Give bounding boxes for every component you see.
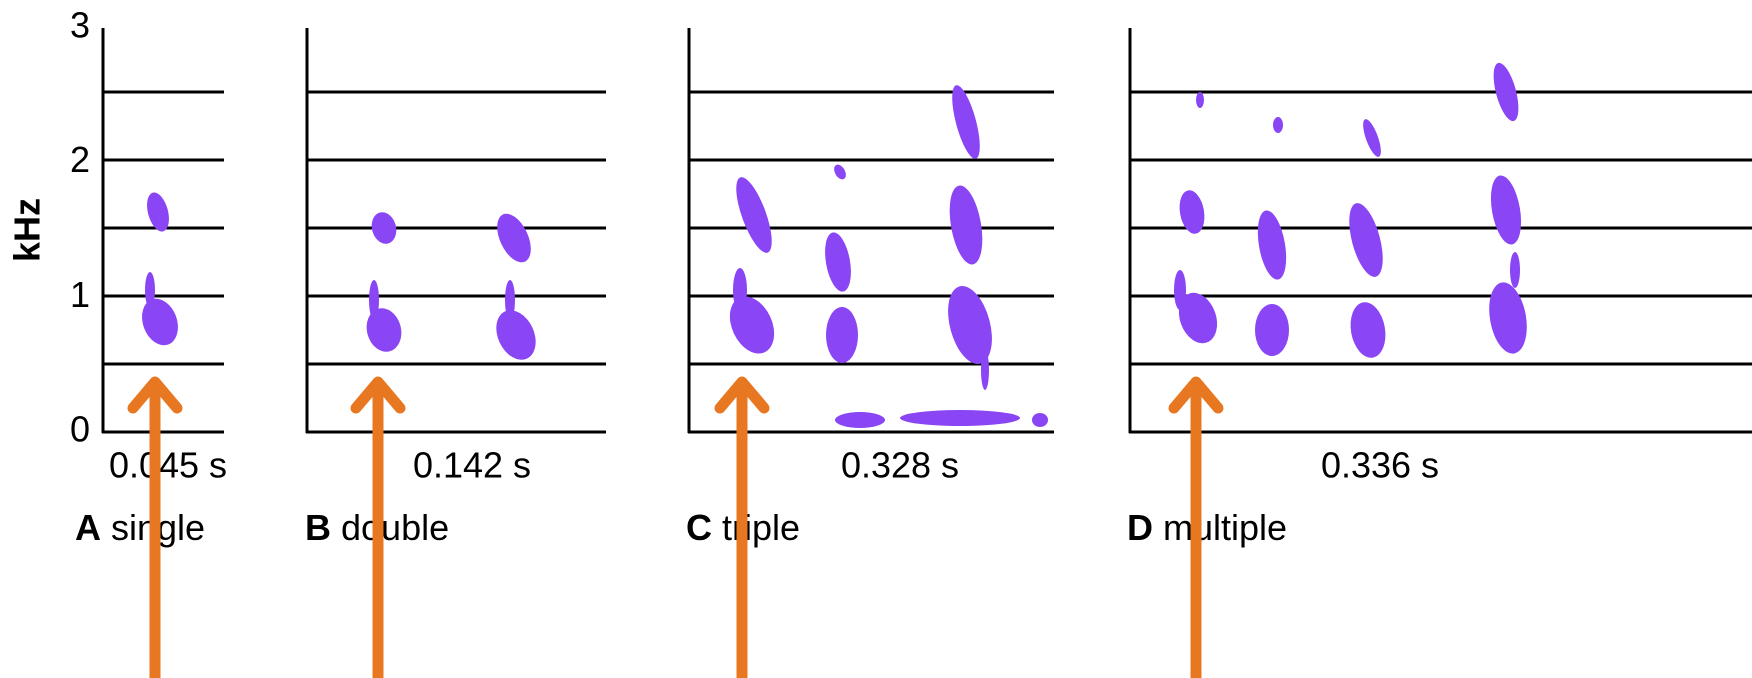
panel-letter: A: [75, 507, 101, 548]
duration-label: 0.142 s: [413, 445, 531, 486]
spectrogram-blob: [1273, 117, 1283, 133]
spectrogram-blob: [505, 280, 515, 320]
spectrogram-blob: [1032, 413, 1048, 427]
spectrogram-blob: [834, 164, 846, 180]
panel-name: multiple: [1163, 507, 1287, 548]
spectrogram-blob: [1489, 282, 1527, 354]
spectrogram-blob: [1196, 92, 1204, 108]
spectrogram-blob: [952, 85, 980, 159]
duration-label: 0.328 s: [841, 445, 959, 486]
y-tick-label: 3: [70, 5, 90, 46]
panel-name: triple: [722, 507, 800, 548]
spectrogram-blob: [145, 272, 155, 308]
arrow-head: [350, 376, 406, 414]
y-tick-label: 2: [70, 139, 90, 180]
spectrogram-blob: [981, 350, 989, 390]
spectrogram-blob: [1493, 62, 1519, 122]
spectrogram-blob: [497, 213, 531, 263]
spectrogram-blob: [1178, 292, 1218, 344]
spectrogram-blob: [496, 310, 536, 360]
y-tick-label: 0: [70, 409, 90, 450]
spectrogram-blob: [729, 296, 775, 354]
spectrogram-blob: [147, 192, 169, 232]
spectrogram-blob: [1255, 304, 1289, 356]
spectrogram-blob: [371, 212, 397, 244]
spectrogram-blob: [1349, 203, 1383, 277]
spectrogram-blob: [949, 185, 983, 265]
spectrogram-blob: [826, 307, 858, 363]
spectrogram-blob: [1350, 302, 1386, 358]
arrow-head: [714, 376, 770, 414]
spectrogram-blob: [948, 286, 992, 364]
arrow-head: [127, 376, 183, 414]
spectrogram-blob: [1257, 210, 1287, 280]
spectrogram-blob: [835, 412, 885, 428]
spectrogram-blob: [825, 232, 851, 292]
panel-letter: D: [1127, 507, 1153, 548]
panel-label: Asingle: [75, 507, 205, 548]
panel-letter: B: [305, 507, 331, 548]
spectrogram-blob: [736, 177, 772, 253]
arrow-head: [1168, 376, 1224, 414]
duration-label: 0.045 s: [109, 445, 227, 486]
spectrogram-blob: [1179, 190, 1205, 234]
duration-label: 0.336 s: [1321, 445, 1439, 486]
y-axis-label: kHz: [7, 198, 48, 262]
spectrogram-blob: [1510, 252, 1520, 288]
spectrogram-blob: [900, 410, 1020, 426]
spectrogram-blob: [1490, 175, 1522, 245]
panel-letter: C: [686, 507, 712, 548]
y-tick-label: 1: [70, 274, 90, 315]
spectrogram-blob: [1363, 119, 1381, 157]
spectrogram-blob: [366, 308, 402, 352]
panel-name: double: [341, 507, 449, 548]
spectrogram-blob: [142, 298, 178, 346]
